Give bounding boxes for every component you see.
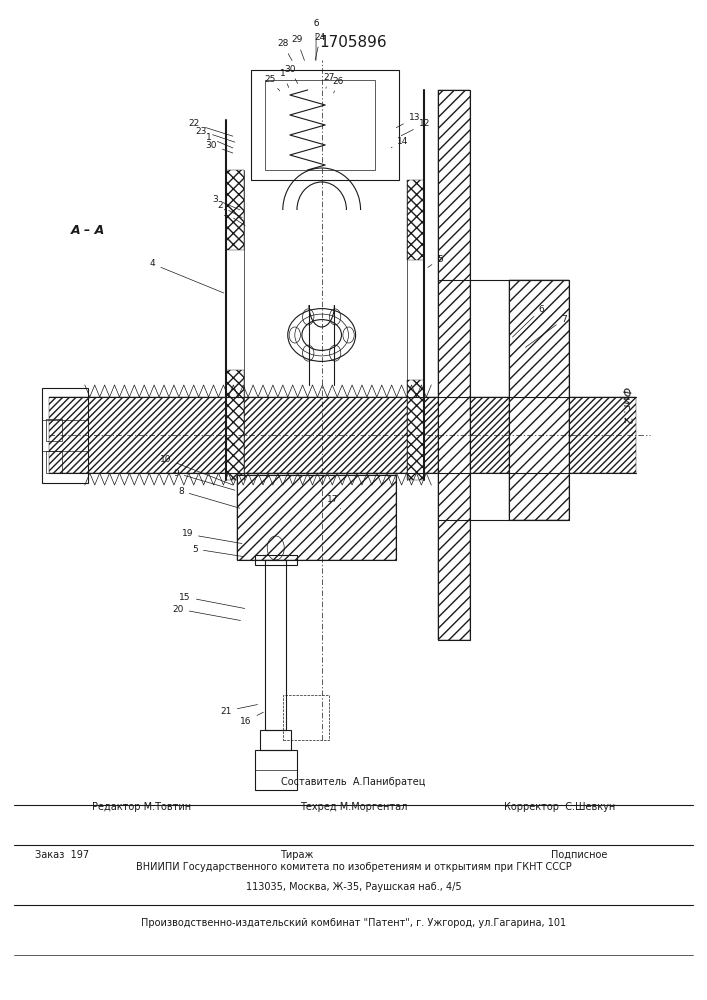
Bar [265, 80, 375, 170]
Text: 1705896: 1705896 [320, 35, 387, 50]
Text: 27: 27 [323, 73, 334, 88]
Text: 14: 14 [391, 136, 409, 148]
Text: 1: 1 [280, 70, 288, 87]
Bar [260, 730, 291, 750]
Text: Тираж: Тираж [280, 850, 314, 860]
Text: 16: 16 [240, 712, 263, 726]
Text: 9: 9 [173, 468, 235, 490]
Text: Фиг. 2: Фиг. 2 [620, 386, 631, 424]
Bar [283, 695, 329, 740]
Text: 20: 20 [173, 604, 240, 620]
Text: 1: 1 [223, 209, 245, 226]
Bar [509, 280, 569, 520]
Bar [226, 370, 244, 480]
Text: 30: 30 [206, 140, 233, 153]
Bar [407, 380, 424, 480]
Text: 28: 28 [277, 39, 292, 61]
Text: 26: 26 [332, 77, 344, 93]
Text: 113035, Москва, Ж-35, Раушская наб., 4/5: 113035, Москва, Ж-35, Раушская наб., 4/5 [246, 882, 461, 892]
Text: А – А: А – А [71, 224, 105, 236]
Bar [438, 90, 470, 640]
Text: 29: 29 [291, 35, 305, 60]
Bar [255, 555, 297, 565]
Text: Техред М.Моргентал: Техред М.Моргентал [300, 802, 407, 812]
Text: Подписное: Подписное [551, 850, 608, 860]
Text: 2: 2 [218, 202, 243, 218]
Bar [237, 475, 396, 560]
Bar [407, 180, 424, 260]
Text: 23: 23 [196, 126, 235, 142]
Bar [42, 387, 88, 483]
Text: 21: 21 [221, 705, 257, 716]
Text: 4: 4 [150, 259, 223, 293]
Text: 5: 5 [428, 254, 443, 267]
Text: 22: 22 [189, 119, 233, 136]
Text: 6: 6 [513, 304, 544, 337]
Bar [46, 419, 62, 441]
Text: Составитель  А.Панибратец: Составитель А.Панибратец [281, 777, 426, 787]
Bar [255, 750, 297, 790]
Text: 19: 19 [182, 530, 242, 544]
Text: Редактор М.Товтин: Редактор М.Товтин [92, 802, 191, 812]
Text: 30: 30 [284, 64, 298, 84]
Bar [438, 90, 470, 640]
Text: 5: 5 [192, 544, 243, 557]
Text: 10: 10 [160, 454, 233, 485]
Bar [251, 70, 399, 180]
Bar [46, 450, 62, 473]
Text: 12: 12 [402, 119, 430, 136]
Text: 25: 25 [264, 75, 280, 91]
Bar [237, 475, 396, 560]
Bar [265, 560, 286, 730]
Text: 17: 17 [327, 494, 341, 509]
Text: Корректор  С.Шевкун: Корректор С.Шевкун [504, 802, 615, 812]
Text: 24: 24 [315, 32, 326, 60]
Text: 8: 8 [178, 487, 240, 508]
Text: 13: 13 [396, 113, 420, 128]
Bar [509, 280, 569, 520]
Text: ВНИИПИ Государственного комитета по изобретениям и открытиям при ГКНТ СССР: ВНИИПИ Государственного комитета по изоб… [136, 862, 571, 872]
Text: 15: 15 [180, 592, 245, 608]
Text: 7: 7 [525, 314, 567, 347]
Text: Производственно-издательский комбинат "Патент", г. Ужгород, ул.Гагарина, 101: Производственно-издательский комбинат "П… [141, 918, 566, 928]
Bar [49, 397, 636, 473]
Text: Заказ  197: Заказ 197 [35, 850, 90, 860]
Bar [226, 170, 244, 250]
Text: б: б [313, 19, 319, 60]
Text: 1: 1 [206, 133, 233, 148]
Text: 3: 3 [212, 194, 240, 210]
